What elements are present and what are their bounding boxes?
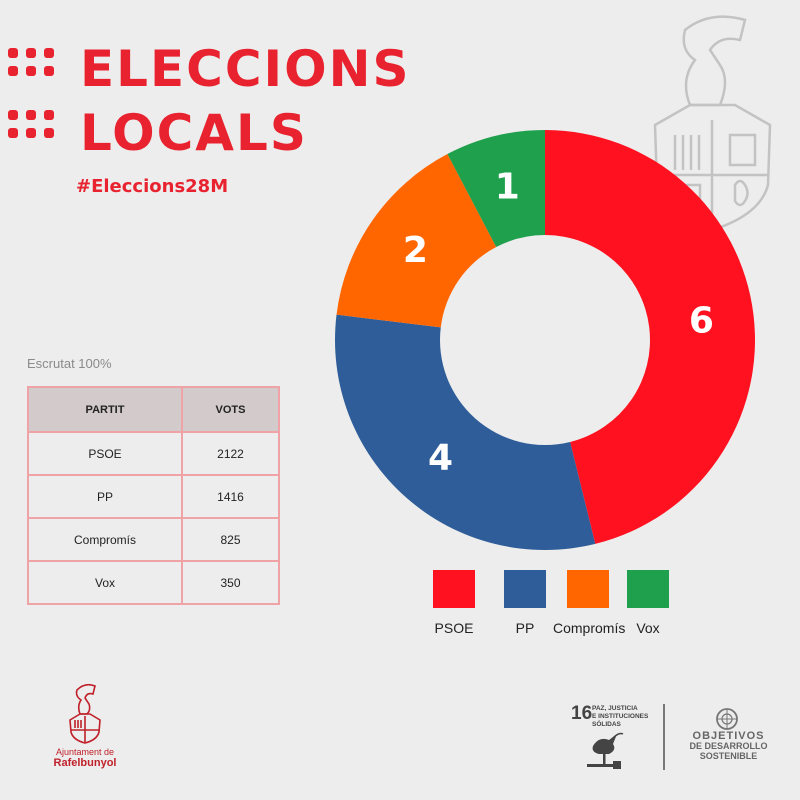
dove-gavel-icon (587, 732, 624, 769)
legend-label: PP (515, 620, 535, 636)
party-cell: PSOE (27, 431, 183, 476)
table-row: Compromís 825 (27, 517, 280, 562)
slice-value-label: 2 (403, 230, 428, 271)
hashtag: #Eleccions28M (76, 176, 229, 197)
party-cell: Vox (27, 560, 183, 605)
legend-item-vox: Vox (613, 570, 683, 636)
legend-swatch (504, 570, 546, 608)
title-line-2: LOCALS (80, 104, 308, 162)
title-line-1: ELECCIONS (80, 40, 411, 98)
votes-cell: 825 (181, 517, 280, 562)
ods-line-2: DE DESARROLLO (689, 741, 768, 752)
legend-label: Vox (636, 620, 660, 636)
municipality-logo-text: Ajuntament de Rafelbunyol (40, 747, 130, 770)
votes-cell: 2122 (181, 431, 280, 476)
un-emblem-icon (716, 708, 738, 730)
sdg-text-line: E INSTITUCIONES (592, 712, 649, 720)
votes-cell: 1416 (181, 474, 280, 519)
footer-divider (663, 704, 665, 770)
column-header-party: PARTIT (27, 386, 183, 433)
sdg-text-line: PAZ, JUSTICIA (592, 705, 638, 712)
table-row: PSOE 2122 (27, 431, 280, 476)
slice-value-label: 4 (428, 437, 453, 478)
table-row: Vox 350 (27, 560, 280, 605)
dots-decoration (8, 48, 54, 76)
donut-chart: 6 4 2 1 (334, 130, 756, 550)
ods-line-3: SOSTENIBLE (699, 750, 758, 761)
logo-line-1: Ajuntament de (55, 747, 115, 757)
table-row: PP 1416 (27, 474, 280, 519)
legend-swatch (433, 570, 475, 608)
ods-line-1: OBJETIVOS (692, 730, 765, 742)
coat-of-arms-icon (69, 683, 101, 744)
legend-swatch (627, 570, 669, 608)
legend-label: PSOE (434, 620, 474, 636)
chart-legend: PSOE PP Compromís Vox (433, 570, 683, 640)
legend-swatch (567, 570, 609, 608)
legend-item-pp: PP (490, 570, 560, 636)
scrutiny-status: Escrutat 100% (27, 356, 112, 371)
donut-slice-pp (334, 314, 596, 550)
party-cell: Compromís (27, 517, 183, 562)
party-cell: PP (27, 474, 183, 519)
sdg-number: 16 (571, 703, 593, 724)
votes-cell: 350 (181, 560, 280, 605)
donut-slice-comproms (336, 154, 497, 328)
table-header-row: PARTIT VOTS (27, 386, 280, 433)
slice-value-label: 6 (689, 301, 714, 342)
dots-decoration (8, 110, 54, 138)
sdg-text-line: SÓLIDAS (592, 720, 621, 728)
legend-label: Compromís (553, 620, 626, 636)
donut-slice-psoe (545, 130, 756, 544)
logo-line-2: Rafelbunyol (53, 757, 117, 770)
legend-item-compromis: Compromís (553, 570, 626, 636)
slice-value-label: 1 (495, 167, 520, 208)
column-header-votes: VOTS (181, 386, 280, 433)
results-table: PARTIT VOTS PSOE 2122 PP 1416 Compromís … (27, 386, 280, 605)
donut-slice-vox (447, 130, 545, 248)
ods-title: OBJETIVOS DE DESARROLLO SOSTENIBLE (676, 730, 781, 762)
sdg-goal-text: PAZ, JUSTICIA E INSTITUCIONES SÓLIDAS (592, 705, 652, 728)
legend-item-psoe: PSOE (419, 570, 489, 636)
